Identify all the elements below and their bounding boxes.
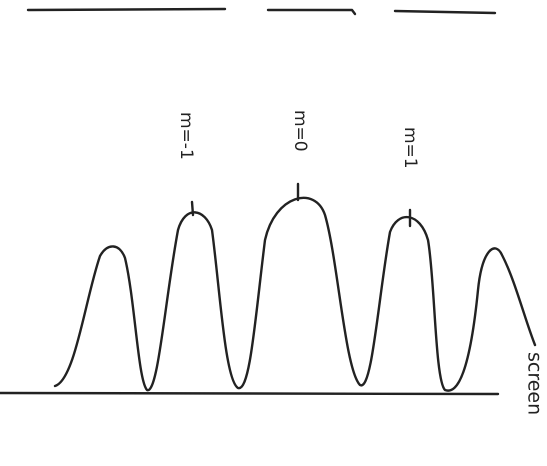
grating-bar [266, 8, 357, 16]
screen-label: screen [524, 352, 546, 415]
peak-marker [190, 200, 195, 217]
order-label: m=-1 [176, 112, 196, 160]
grating-bar [26, 7, 227, 12]
screen-line [0, 391, 500, 396]
order-label: m=1 [400, 127, 420, 169]
intensity-curve [53, 196, 537, 392]
grating-bar [393, 9, 497, 15]
order-label: m=0 [290, 110, 310, 152]
